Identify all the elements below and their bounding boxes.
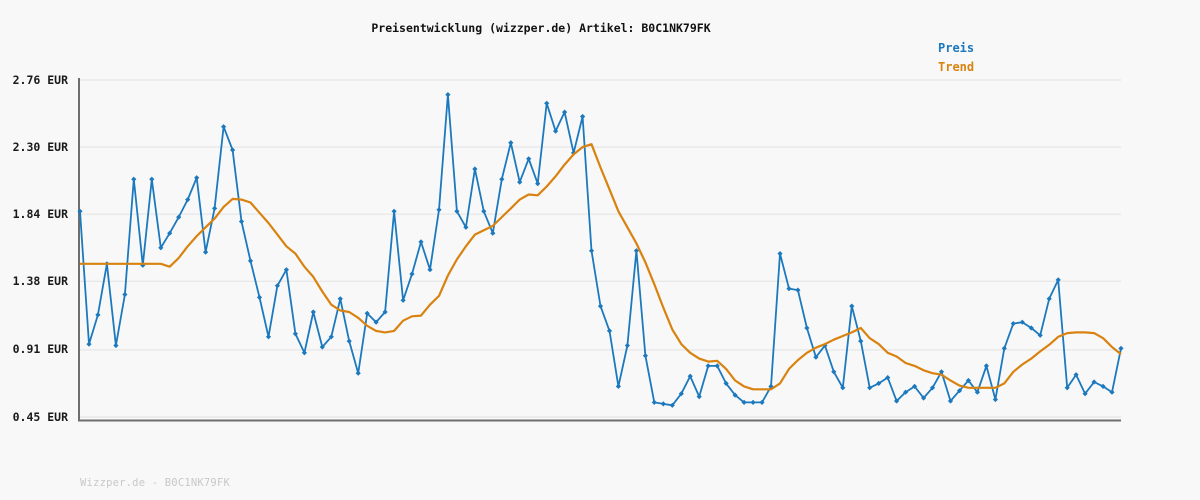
y-tick-label: 0.45 EUR: [12, 409, 68, 424]
watermark: Wizzper.de - B0C1NK79FK: [80, 477, 230, 489]
preis-markers: [77, 92, 1124, 408]
legend-item-trend: Trend: [938, 60, 975, 74]
y-tick-label: 2.30 EUR: [12, 139, 68, 154]
trend-line: [80, 143, 1122, 391]
chart-title: Preisentwicklung (wizzper.de) Artikel: B…: [371, 21, 711, 35]
y-tick-label: 2.76 EUR: [12, 72, 68, 87]
legend-item-preis: Preis: [938, 41, 975, 55]
y-tick-label: 1.38 EUR: [12, 273, 68, 288]
y-tick-label: 0.91 EUR: [12, 342, 68, 357]
y-tick-label: 1.84 EUR: [12, 206, 68, 221]
preis-line: [79, 93, 1122, 407]
